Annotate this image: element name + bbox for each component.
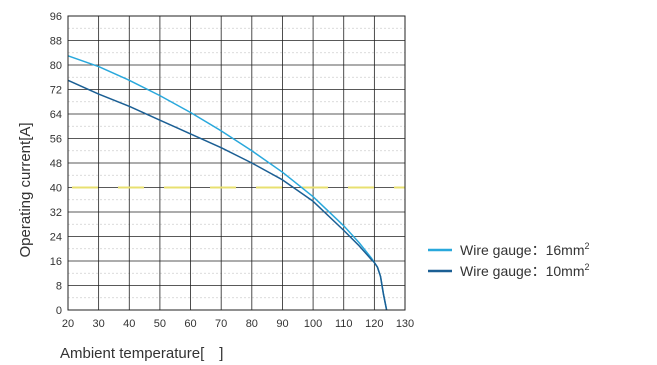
x-tick-label: 80 <box>246 318 258 330</box>
x-tick-label: 100 <box>304 318 322 330</box>
y-axis-title: Operating current[A] <box>17 122 34 257</box>
x-tick-label: 60 <box>184 318 196 330</box>
x-tick-label: 110 <box>335 318 353 330</box>
y-tick-label: 32 <box>50 207 62 219</box>
series-line-1 <box>67 55 388 311</box>
x-tick-label: 130 <box>396 318 414 330</box>
minor-grid <box>68 27 405 299</box>
x-tick-label: 70 <box>215 318 227 330</box>
y-tick-label: 40 <box>50 183 62 195</box>
y-tick-label: 0 <box>56 305 62 317</box>
legend-superscript: 2 <box>585 262 590 272</box>
y-tick-label: 96 <box>50 11 62 23</box>
x-tick-label: 90 <box>276 318 288 330</box>
y-tick-label: 48 <box>50 158 62 170</box>
y-tick-label: 72 <box>50 85 62 97</box>
y-tick-label: 64 <box>50 109 62 121</box>
x-tick-label: 50 <box>154 318 166 330</box>
y-tick-label: 88 <box>50 36 62 48</box>
legend: Wire gauge：16mm2 Wire gauge：10mm2 <box>428 241 590 279</box>
y-tick-label: 80 <box>50 60 62 72</box>
plot-frame <box>67 15 406 311</box>
y-tick-label: 16 <box>50 256 62 268</box>
y-tick-labels: 0 8 16 24 32 40 48 56 64 72 80 88 96 <box>50 11 62 317</box>
y-tick-label: 24 <box>50 232 62 244</box>
x-tick-label: 30 <box>93 318 105 330</box>
series-lines <box>67 55 388 311</box>
y-tick-label: 8 <box>56 281 62 293</box>
x-tick-label: 40 <box>123 318 135 330</box>
series-line-2 <box>67 79 388 311</box>
legend-label-1: Wire gauge：16mm2 <box>460 241 590 258</box>
x-tick-labels: 20 30 40 50 60 70 80 90 100 110 120 130 <box>62 318 414 330</box>
y-tick-label: 56 <box>50 134 62 146</box>
x-tick-label: 120 <box>365 318 383 330</box>
x-axis-title: Ambient temperature[ ] <box>60 345 223 362</box>
legend-label-2: Wire gauge：10mm2 <box>460 262 590 279</box>
legend-superscript: 2 <box>585 241 590 251</box>
x-tick-label: 20 <box>62 318 74 330</box>
major-grid <box>68 16 405 310</box>
